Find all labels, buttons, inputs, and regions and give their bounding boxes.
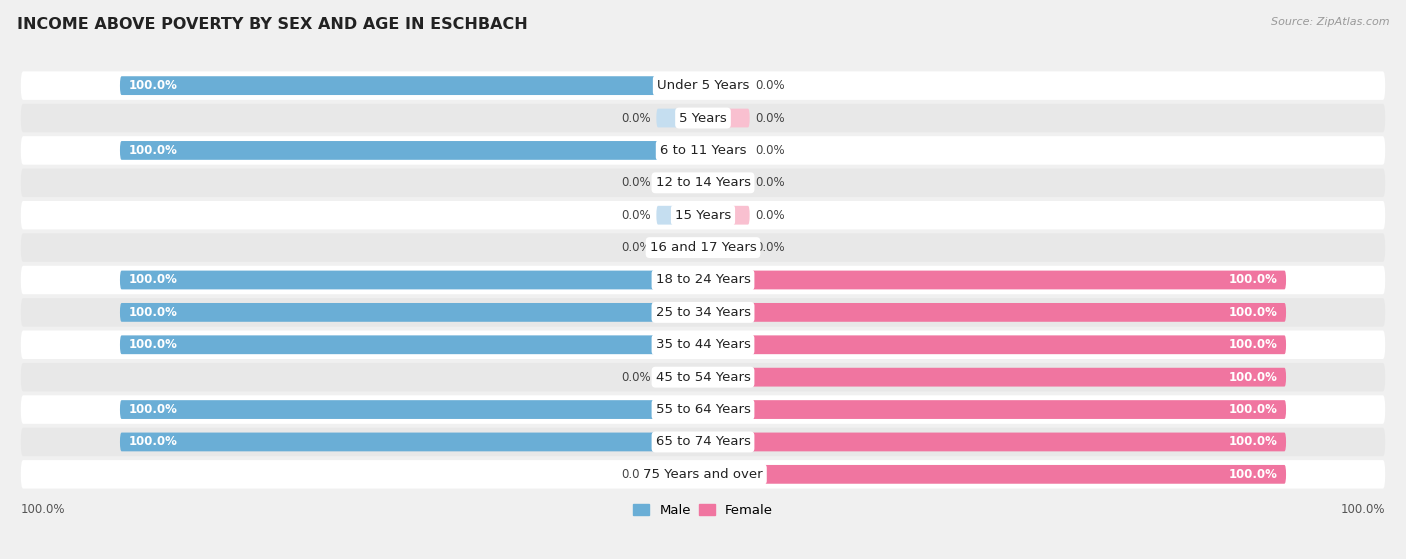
Text: 0.0%: 0.0% [755, 241, 785, 254]
FancyBboxPatch shape [703, 368, 1286, 387]
FancyBboxPatch shape [120, 335, 703, 354]
FancyBboxPatch shape [21, 233, 1385, 262]
Text: 0.0%: 0.0% [621, 241, 651, 254]
Text: 16 and 17 Years: 16 and 17 Years [650, 241, 756, 254]
FancyBboxPatch shape [120, 433, 703, 451]
FancyBboxPatch shape [657, 108, 703, 127]
Text: 100.0%: 100.0% [129, 403, 177, 416]
FancyBboxPatch shape [657, 206, 703, 225]
Text: 100.0%: 100.0% [1229, 403, 1277, 416]
Text: 12 to 14 Years: 12 to 14 Years [655, 176, 751, 190]
FancyBboxPatch shape [120, 303, 703, 322]
Text: 0.0%: 0.0% [755, 144, 785, 157]
FancyBboxPatch shape [120, 271, 703, 290]
Text: 75 Years and over: 75 Years and over [643, 468, 763, 481]
Text: 15 Years: 15 Years [675, 209, 731, 222]
Text: 0.0%: 0.0% [621, 209, 651, 222]
Text: 35 to 44 Years: 35 to 44 Years [655, 338, 751, 351]
Text: 100.0%: 100.0% [21, 504, 65, 517]
FancyBboxPatch shape [21, 201, 1385, 229]
FancyBboxPatch shape [21, 363, 1385, 391]
FancyBboxPatch shape [703, 238, 749, 257]
FancyBboxPatch shape [703, 400, 1286, 419]
FancyBboxPatch shape [21, 266, 1385, 294]
FancyBboxPatch shape [21, 395, 1385, 424]
Text: 100.0%: 100.0% [129, 435, 177, 448]
FancyBboxPatch shape [703, 173, 749, 192]
FancyBboxPatch shape [703, 141, 749, 160]
FancyBboxPatch shape [703, 465, 1286, 484]
FancyBboxPatch shape [657, 465, 703, 484]
FancyBboxPatch shape [21, 330, 1385, 359]
FancyBboxPatch shape [120, 141, 703, 160]
Text: 100.0%: 100.0% [129, 144, 177, 157]
Text: 0.0%: 0.0% [755, 112, 785, 125]
Text: 0.0%: 0.0% [621, 112, 651, 125]
FancyBboxPatch shape [657, 173, 703, 192]
Text: Under 5 Years: Under 5 Years [657, 79, 749, 92]
FancyBboxPatch shape [120, 76, 703, 95]
Text: 100.0%: 100.0% [1229, 306, 1277, 319]
FancyBboxPatch shape [703, 206, 749, 225]
Text: 100.0%: 100.0% [129, 79, 177, 92]
Text: 100.0%: 100.0% [1229, 338, 1277, 351]
Text: 0.0%: 0.0% [621, 371, 651, 383]
FancyBboxPatch shape [703, 335, 1286, 354]
FancyBboxPatch shape [21, 460, 1385, 489]
FancyBboxPatch shape [703, 433, 1286, 451]
Text: 0.0%: 0.0% [755, 79, 785, 92]
Text: INCOME ABOVE POVERTY BY SEX AND AGE IN ESCHBACH: INCOME ABOVE POVERTY BY SEX AND AGE IN E… [17, 17, 527, 32]
Text: 18 to 24 Years: 18 to 24 Years [655, 273, 751, 287]
Text: 0.0%: 0.0% [755, 176, 785, 190]
FancyBboxPatch shape [21, 428, 1385, 456]
Text: 100.0%: 100.0% [1229, 435, 1277, 448]
Text: 100.0%: 100.0% [1229, 468, 1277, 481]
Text: 65 to 74 Years: 65 to 74 Years [655, 435, 751, 448]
FancyBboxPatch shape [120, 400, 703, 419]
FancyBboxPatch shape [703, 271, 1286, 290]
Text: 25 to 34 Years: 25 to 34 Years [655, 306, 751, 319]
FancyBboxPatch shape [657, 368, 703, 387]
Text: 45 to 54 Years: 45 to 54 Years [655, 371, 751, 383]
Text: 0.0%: 0.0% [755, 209, 785, 222]
Text: 55 to 64 Years: 55 to 64 Years [655, 403, 751, 416]
FancyBboxPatch shape [21, 104, 1385, 132]
Text: 100.0%: 100.0% [129, 273, 177, 287]
Text: 100.0%: 100.0% [1229, 273, 1277, 287]
Text: 0.0%: 0.0% [621, 468, 651, 481]
FancyBboxPatch shape [703, 76, 749, 95]
FancyBboxPatch shape [657, 238, 703, 257]
Text: Source: ZipAtlas.com: Source: ZipAtlas.com [1271, 17, 1389, 27]
FancyBboxPatch shape [21, 298, 1385, 326]
Text: 6 to 11 Years: 6 to 11 Years [659, 144, 747, 157]
Text: 100.0%: 100.0% [129, 338, 177, 351]
Text: 100.0%: 100.0% [1341, 504, 1385, 517]
FancyBboxPatch shape [21, 169, 1385, 197]
FancyBboxPatch shape [703, 108, 749, 127]
FancyBboxPatch shape [21, 72, 1385, 100]
FancyBboxPatch shape [21, 136, 1385, 165]
Text: 100.0%: 100.0% [1229, 371, 1277, 383]
Text: 100.0%: 100.0% [129, 306, 177, 319]
FancyBboxPatch shape [703, 303, 1286, 322]
Text: 0.0%: 0.0% [621, 176, 651, 190]
Legend: Male, Female: Male, Female [627, 498, 779, 522]
Text: 5 Years: 5 Years [679, 112, 727, 125]
